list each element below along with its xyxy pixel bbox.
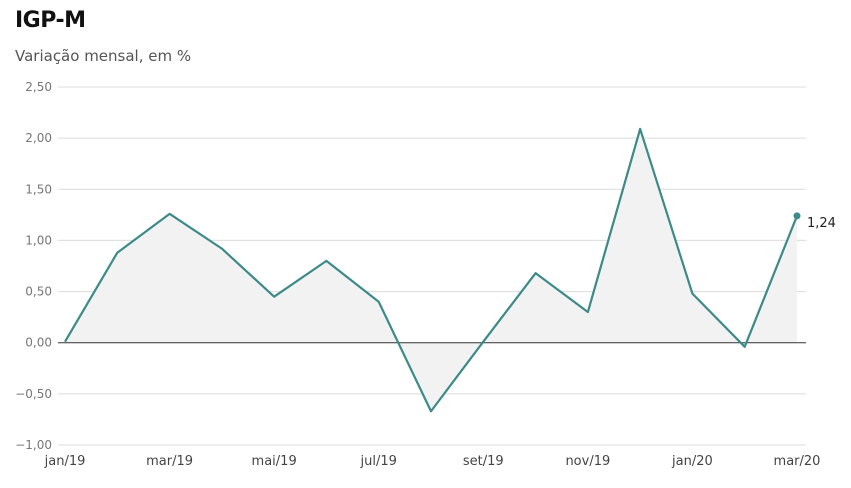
y-axis-labels: 2,50 2,00 1,50 1,00 0,50 0,00 −0,50 −1,00 (15, 80, 52, 452)
end-marker-layer: 1,24 (794, 212, 836, 231)
y-tick-label: 1,50 (25, 182, 52, 196)
y-tick-label: 0,00 (25, 336, 52, 350)
x-tick-label: mar/20 (774, 454, 821, 469)
x-axis-labels: jan/19 mar/19 mai/19 jul/19 set/19 nov/19 jan/… (44, 454, 821, 469)
x-tick-label: mar/19 (146, 454, 193, 469)
y-tick-label: 2,50 (25, 80, 52, 94)
x-tick-label: nov/19 (565, 454, 610, 469)
end-value-label: 1,24 (807, 216, 836, 231)
x-tick-label: set/19 (463, 454, 504, 469)
x-tick-label: mai/19 (252, 454, 297, 469)
x-tick-label: jan/19 (44, 454, 86, 469)
y-tick-label: −0,50 (15, 387, 52, 401)
x-tick-label: jan/20 (671, 454, 713, 469)
y-tick-label: −1,00 (15, 438, 52, 452)
y-tick-label: 1,00 (25, 233, 52, 247)
y-tick-label: 0,50 (25, 285, 52, 299)
x-tick-label: jul/19 (360, 454, 397, 469)
y-tick-label: 2,00 (25, 131, 52, 145)
area-region (65, 129, 797, 411)
area-fill (65, 129, 797, 411)
end-point-marker (794, 212, 801, 219)
